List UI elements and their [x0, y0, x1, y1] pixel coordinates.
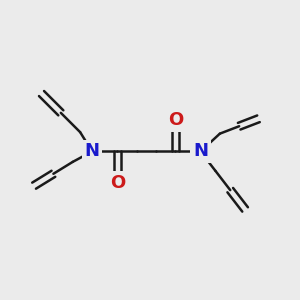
Text: N: N	[193, 142, 208, 160]
Text: N: N	[85, 142, 100, 160]
Text: O: O	[168, 111, 183, 129]
Text: O: O	[110, 174, 125, 192]
